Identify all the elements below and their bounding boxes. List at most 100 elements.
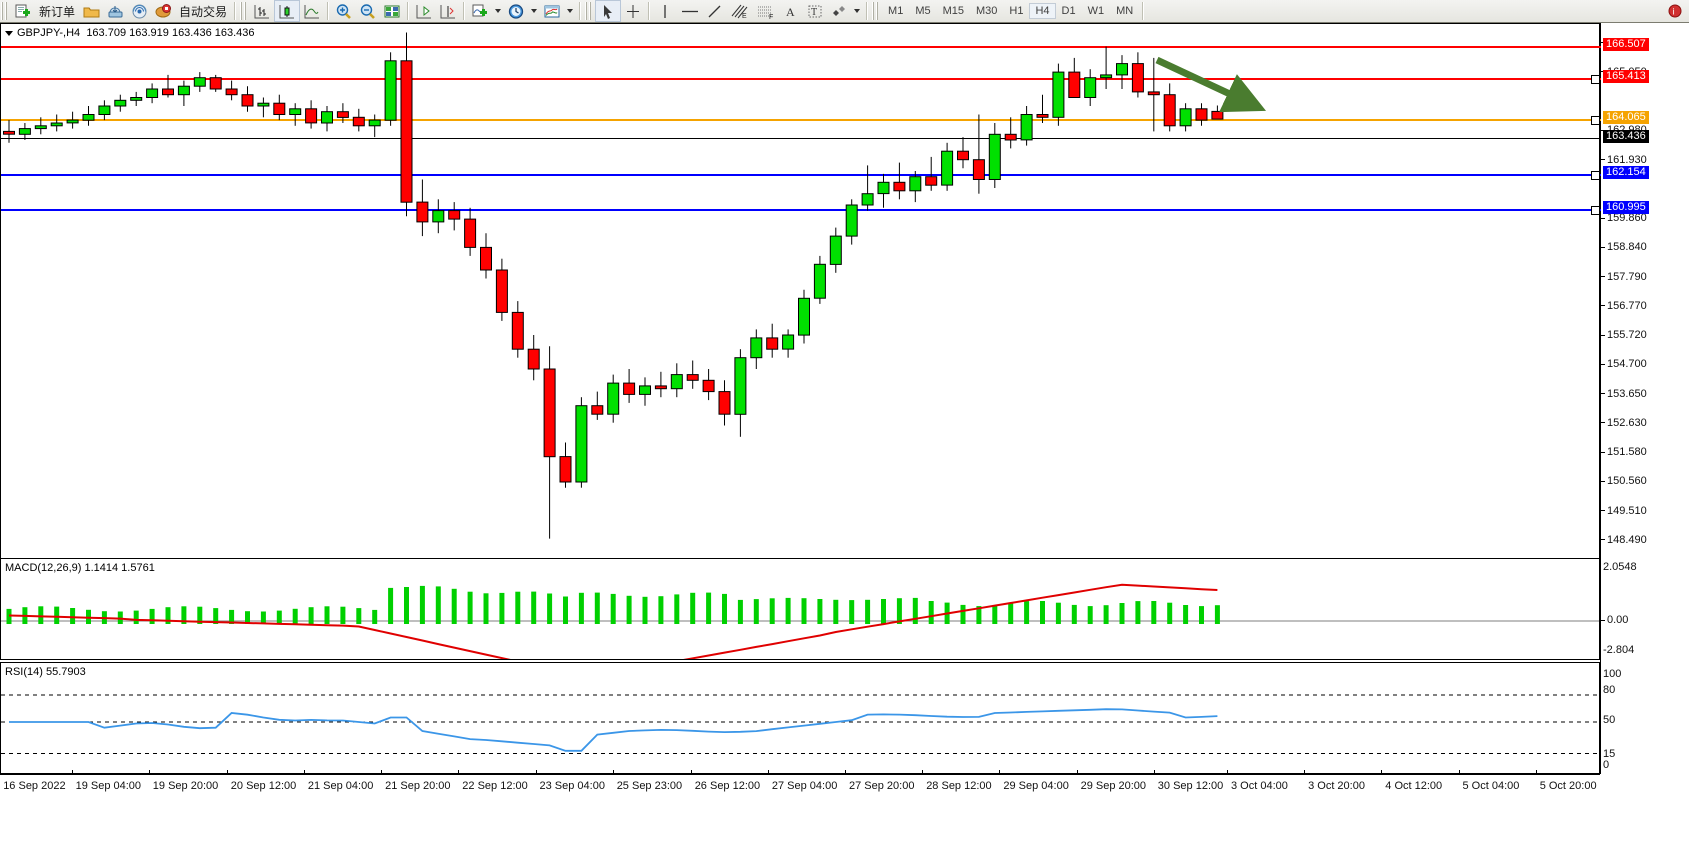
toolbar-separator-3 <box>407 2 409 20</box>
cursor-icon[interactable] <box>595 0 621 22</box>
price-tick: 158.840 <box>1601 241 1647 253</box>
time-separator <box>381 770 382 775</box>
text-object-icon[interactable]: T <box>803 1 827 21</box>
price-label-166507[interactable]: 166.507 <box>1603 38 1649 51</box>
time-label: 29 Sep 04:00 <box>1003 780 1068 792</box>
fibonacci-icon[interactable]: F <box>753 1 779 21</box>
time-label: 5 Oct 20:00 <box>1540 780 1597 792</box>
line-handle-160995[interactable] <box>1591 206 1600 215</box>
price-label-162154[interactable]: 162.154 <box>1603 166 1649 179</box>
time-label: 3 Oct 20:00 <box>1308 780 1365 792</box>
rsi-tick-80: 80 <box>1603 684 1615 696</box>
macd-pane[interactable]: MACD(12,26,9) 1.1414 1.5761 <box>0 558 1600 660</box>
price-tick: 149.510 <box>1601 505 1647 517</box>
expert-advisor-icon[interactable] <box>151 1 175 21</box>
rsi-tick-100: 100 <box>1603 668 1621 680</box>
crosshair-icon[interactable] <box>621 1 645 21</box>
line-chart-icon[interactable] <box>300 1 324 21</box>
price-label-163436[interactable]: 163.436 <box>1603 130 1649 143</box>
templates-icon[interactable] <box>540 1 564 21</box>
save-icon[interactable] <box>103 1 127 21</box>
connection-icon[interactable] <box>127 1 151 21</box>
price-label-160995[interactable]: 160.995 <box>1603 201 1649 214</box>
timeframe-m5[interactable]: M5 <box>909 3 936 19</box>
timeframe-h4[interactable]: H4 <box>1029 3 1055 19</box>
text-label-icon[interactable]: A <box>779 1 803 21</box>
add-indicator-icon[interactable] <box>468 1 492 21</box>
zoom-in-icon[interactable] <box>332 1 356 21</box>
price-tick: 154.700 <box>1601 358 1647 370</box>
time-label: 4 Oct 12:00 <box>1385 780 1442 792</box>
shapes-icon[interactable] <box>827 1 851 21</box>
price-tick: 148.490 <box>1601 534 1647 546</box>
vertical-line-icon[interactable] <box>653 1 677 21</box>
horizontal-line-icon[interactable] <box>677 1 703 21</box>
price-tick: 157.790 <box>1601 271 1647 283</box>
chart-area[interactable]: GBPJPY-,H4 163.709 163.919 163.436 163.4… <box>0 22 1689 852</box>
rsi-series <box>1 663 1599 773</box>
price-tick: 150.560 <box>1601 475 1647 487</box>
price-axis[interactable]: 166.070165.050162.980161.930159.860158.8… <box>1600 23 1689 774</box>
toolbar-grip-3[interactable] <box>585 2 592 20</box>
data-window-icon[interactable] <box>380 1 404 21</box>
candlestick-series <box>1 24 1601 557</box>
candlestick-chart-icon[interactable] <box>274 0 300 22</box>
period-icon[interactable] <box>504 1 528 21</box>
time-separator <box>613 770 614 775</box>
svg-text:F: F <box>769 14 773 20</box>
price-pane[interactable]: GBPJPY-,H4 163.709 163.919 163.436 163.4… <box>0 23 1600 558</box>
toolbar-right-group: i <box>1663 1 1689 21</box>
rsi-pane[interactable]: RSI(14) 55.7903 <box>0 662 1600 774</box>
auto-trading-label[interactable]: 自动交易 <box>175 3 231 20</box>
time-separator <box>1459 770 1460 775</box>
line-handle-165413[interactable] <box>1591 75 1600 84</box>
auto-scroll-icon[interactable] <box>436 1 460 21</box>
macd-tick-max: 2.0548 <box>1603 561 1637 573</box>
time-label: 29 Sep 20:00 <box>1081 780 1146 792</box>
time-separator <box>1381 770 1382 775</box>
folder-icon[interactable] <box>79 1 103 21</box>
price-label-164065[interactable]: 164.065 <box>1603 111 1649 124</box>
zoom-out-icon[interactable] <box>356 1 380 21</box>
toolbar-grip-2[interactable] <box>240 2 247 20</box>
time-label: 3 Oct 04:00 <box>1231 780 1288 792</box>
timeframe-m15[interactable]: M15 <box>937 3 970 19</box>
toolbar-grip-4[interactable] <box>872 2 879 20</box>
time-separator <box>227 770 228 775</box>
toolbar-grip[interactable] <box>1 2 8 20</box>
timeframe-m1[interactable]: M1 <box>882 3 909 19</box>
help-icon[interactable]: i <box>1663 1 1687 21</box>
time-label: 26 Sep 12:00 <box>695 780 760 792</box>
new-order-label[interactable]: 新订单 <box>35 3 79 20</box>
new-order-button[interactable] <box>11 1 35 21</box>
timeframe-mn[interactable]: MN <box>1110 3 1139 19</box>
templates-dropdown-caret[interactable] <box>567 9 573 13</box>
time-label: 5 Oct 04:00 <box>1463 780 1520 792</box>
toolbar-separator-7 <box>866 2 868 20</box>
equidistant-channel-icon[interactable]: E <box>727 1 753 21</box>
symbol-ohlc: 163.709 163.919 163.436 163.436 <box>86 27 254 39</box>
line-handle-162154[interactable] <box>1591 171 1600 180</box>
line-handle-164065[interactable] <box>1591 116 1600 125</box>
bar-chart-icon[interactable] <box>250 1 274 21</box>
trendline-icon[interactable] <box>703 1 727 21</box>
timeframe-h1[interactable]: H1 <box>1003 3 1029 19</box>
toolbar-separator-1 <box>234 2 236 20</box>
trend-arrow-annotation[interactable] <box>1151 52 1291 132</box>
chart-menu-arrow-icon[interactable] <box>5 31 13 36</box>
macd-tick-min: -2.804 <box>1603 644 1634 656</box>
period-dropdown-caret[interactable] <box>531 9 537 13</box>
time-label: 16 Sep 2022 <box>3 780 65 792</box>
timeframe-w1[interactable]: W1 <box>1082 3 1111 19</box>
shapes-dropdown-caret[interactable] <box>854 9 860 13</box>
indicator-dropdown-caret[interactable] <box>495 9 501 13</box>
time-label: 27 Sep 20:00 <box>849 780 914 792</box>
time-separator <box>149 770 150 775</box>
macd-title: MACD(12,26,9) 1.1414 1.5761 <box>5 562 155 574</box>
svg-text:A: A <box>786 5 795 19</box>
price-label-165413[interactable]: 165.413 <box>1603 70 1649 83</box>
timeframe-m30[interactable]: M30 <box>970 3 1003 19</box>
chart-shift-icon[interactable] <box>412 1 436 21</box>
timeframe-d1[interactable]: D1 <box>1056 3 1082 19</box>
